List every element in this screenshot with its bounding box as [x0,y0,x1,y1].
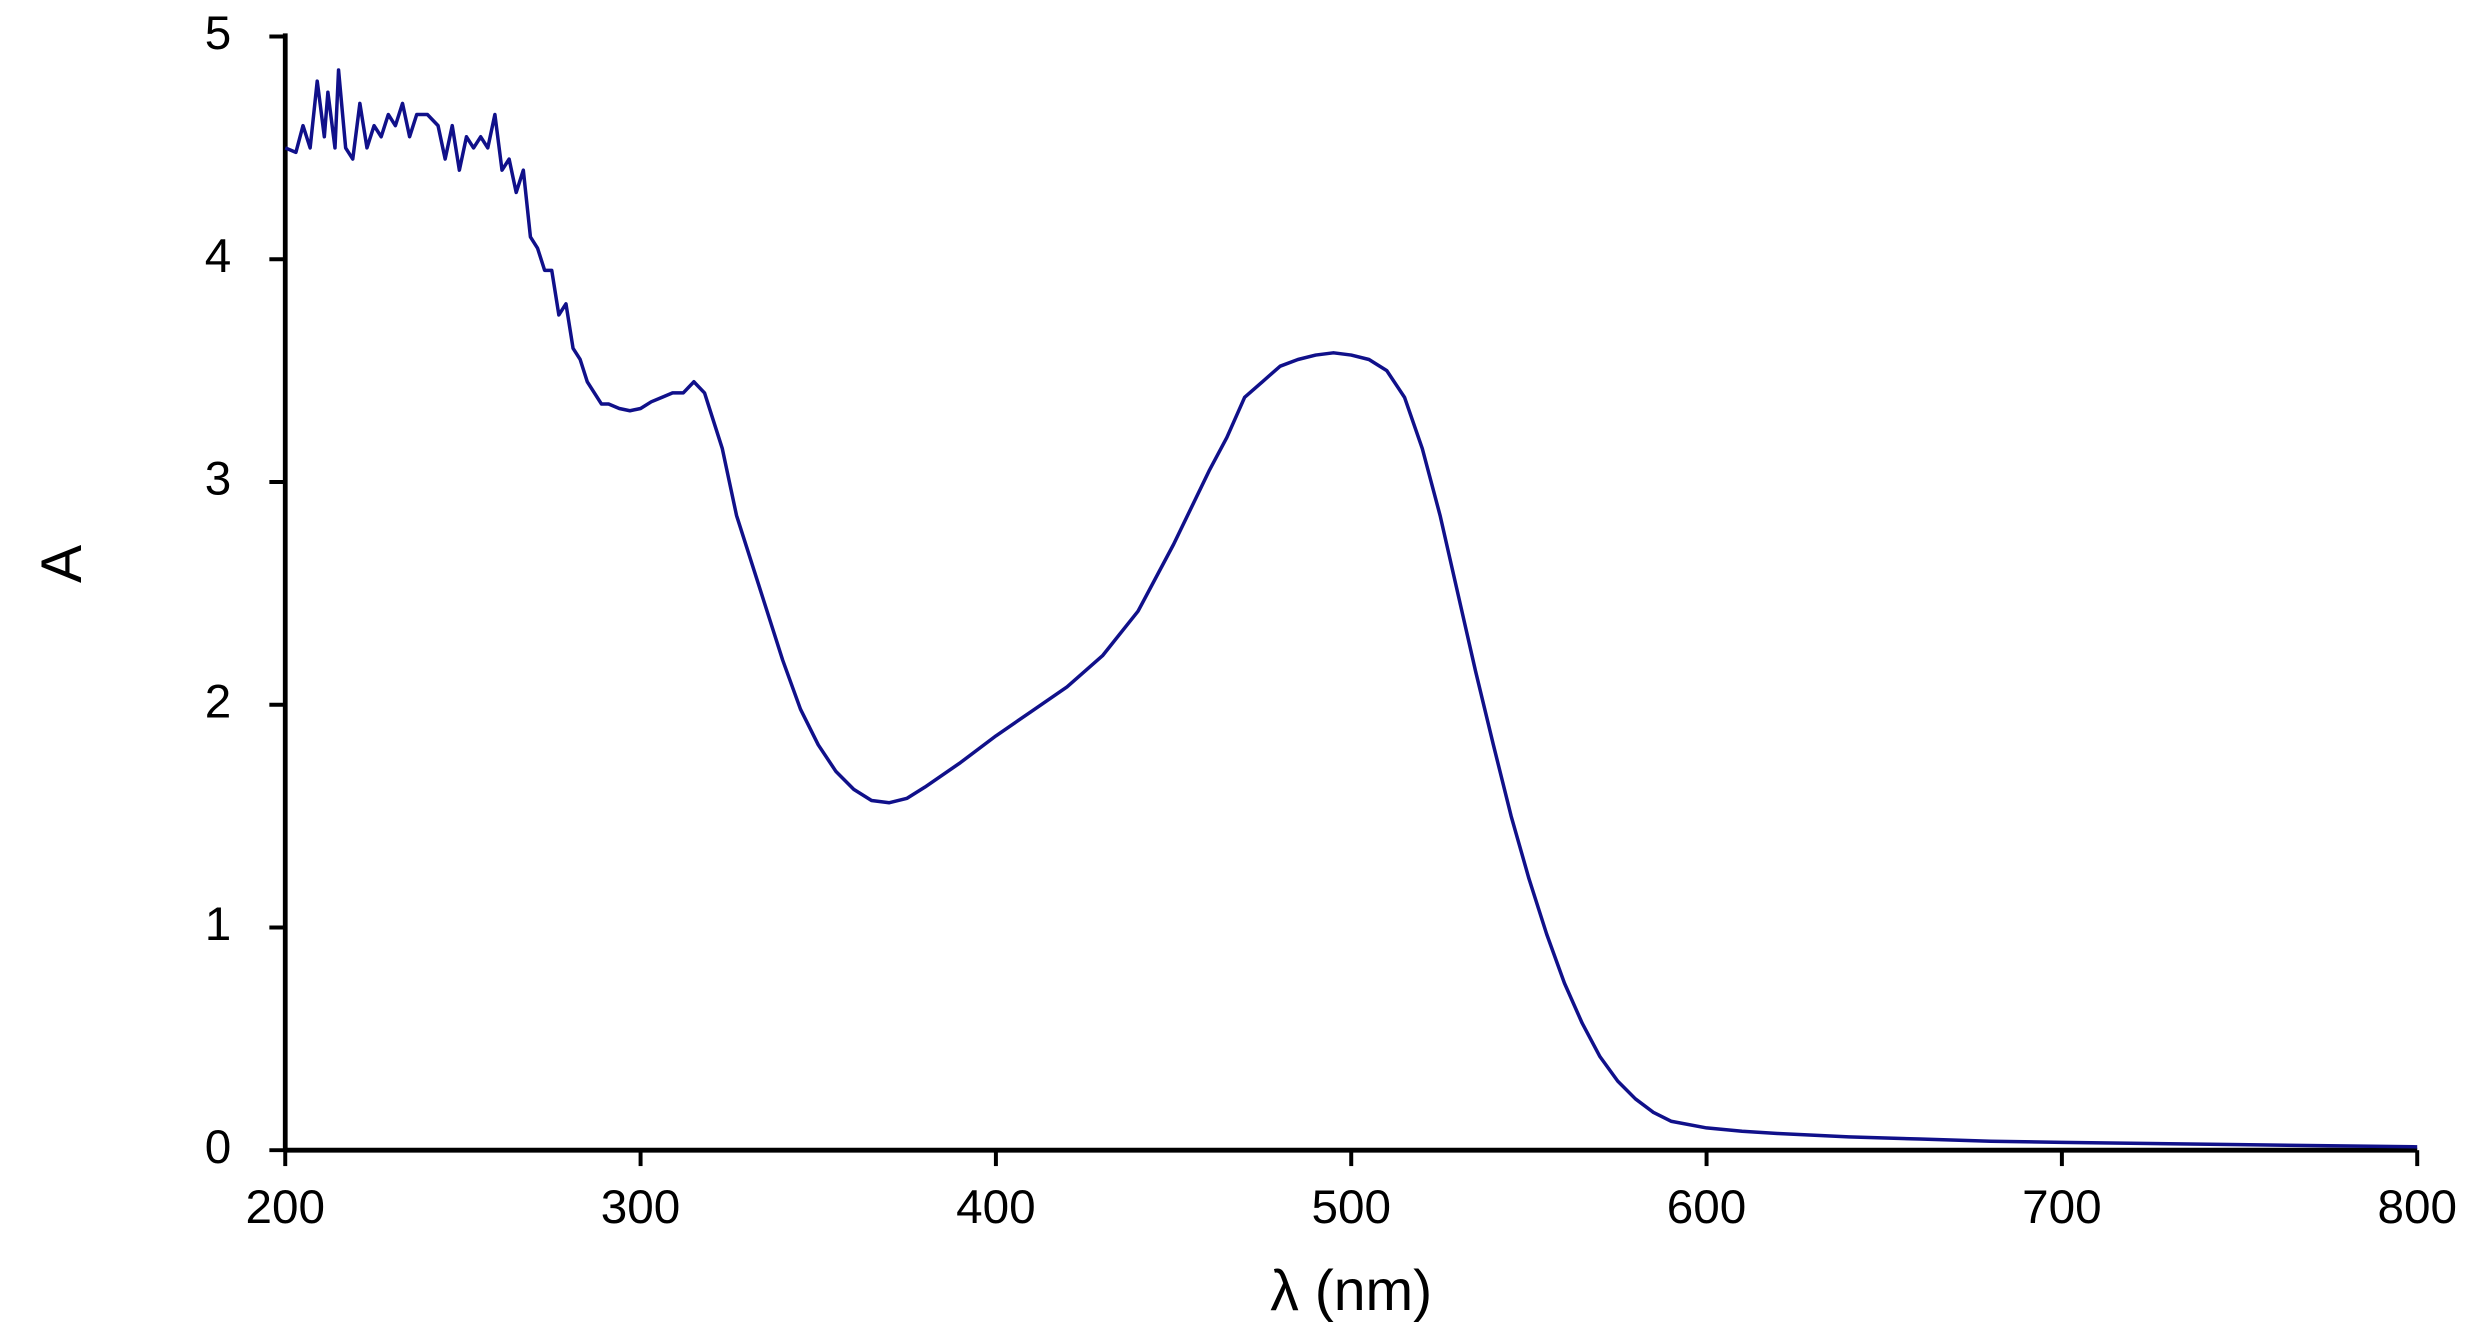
x-tick-label: 700 [2022,1181,2101,1234]
x-tick-label: 800 [2377,1181,2457,1234]
y-tick-label: 1 [205,898,232,951]
x-tick-label: 600 [1667,1181,1747,1234]
x-tick-label: 400 [956,1181,1036,1234]
x-tick-label: 500 [1311,1181,1391,1234]
y-tick-label: 4 [205,230,232,283]
y-tick-label: 2 [205,675,232,728]
x-axis-label: λ (nm) [1270,1259,1432,1323]
x-tick-label: 200 [245,1181,324,1234]
y-tick-label: 3 [205,453,232,506]
y-tick-label: 0 [205,1121,232,1174]
x-tick-label: 300 [601,1181,681,1234]
y-tick-label: 5 [205,7,232,60]
y-axis-label: A [30,544,94,583]
data-line [284,68,2418,1149]
